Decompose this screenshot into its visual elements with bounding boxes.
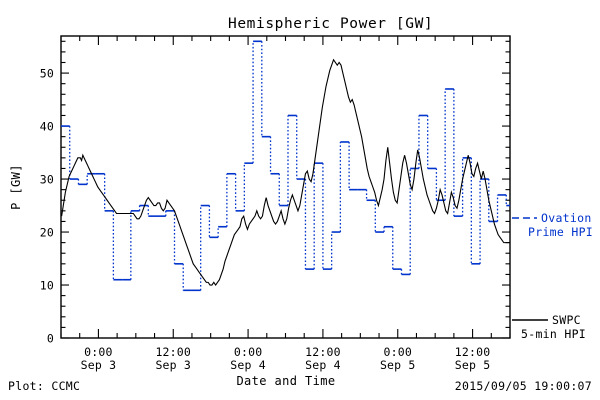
x-axis-label: Date and Time xyxy=(236,374,335,388)
legend-swpc-5min: SWPC 5-min HPI xyxy=(512,313,586,341)
x-tick-label-time: 0:00 xyxy=(384,345,413,359)
y-axis-ticks: 0 10 20 30 40 50 xyxy=(40,40,510,346)
plot-credit: Plot: CCMC xyxy=(8,379,80,393)
series-ovation-prime-hpi xyxy=(61,40,510,292)
x-tick-label-date: Sep 4 xyxy=(230,358,266,372)
x-axis-label-group: Date and Time xyxy=(236,374,335,388)
x-tick-label-time: 12:00 xyxy=(455,345,491,359)
y-tick-label: 0 xyxy=(47,332,54,346)
legend-label-swpc-line1: SWPC xyxy=(552,313,581,327)
x-tick-label-time: 12:00 xyxy=(305,345,341,359)
chart-title: Hemispheric Power [GW] xyxy=(228,16,433,32)
legend-ovation-prime: Ovation Prime HPI xyxy=(512,211,593,239)
y-tick-label: 20 xyxy=(40,226,54,240)
x-tick-label-date: Sep 3 xyxy=(81,358,117,372)
series-swpc-5min-hpi xyxy=(61,58,510,286)
y-axis-label-group: P [GW] xyxy=(9,164,23,210)
y-tick-label: 30 xyxy=(40,173,54,187)
x-tick-label-date: Sep 3 xyxy=(155,358,191,372)
y-tick-label: 50 xyxy=(40,67,54,81)
legend-label-swpc-line2: 5-min HPI xyxy=(521,327,586,341)
x-tick-label-date: Sep 5 xyxy=(455,358,491,372)
legend-label-ovation-line1: Ovation xyxy=(541,211,592,225)
chart-title-group: Hemispheric Power [GW] xyxy=(228,16,433,32)
y-axis-label: P [GW] xyxy=(9,164,23,210)
plot-border xyxy=(60,35,511,339)
x-tick-label-time: 0:00 xyxy=(84,345,113,359)
plot-frame xyxy=(60,35,511,339)
x-tick-label-date: Sep 5 xyxy=(380,358,416,372)
legend-label-ovation-line2: Prime HPI xyxy=(528,225,593,239)
x-tick-label-time: 12:00 xyxy=(155,345,191,359)
x-tick-label-date: Sep 4 xyxy=(305,358,341,372)
y-tick-label: 10 xyxy=(40,279,54,293)
x-tick-label-time: 0:00 xyxy=(234,345,263,359)
swpc-data-line xyxy=(61,58,510,286)
y-tick-label: 40 xyxy=(40,120,54,134)
generation-timestamp: 2015/09/05 19:00:07 xyxy=(455,379,592,393)
footer-group: Plot: CCMC 2015/09/05 19:00:07 xyxy=(8,379,592,393)
